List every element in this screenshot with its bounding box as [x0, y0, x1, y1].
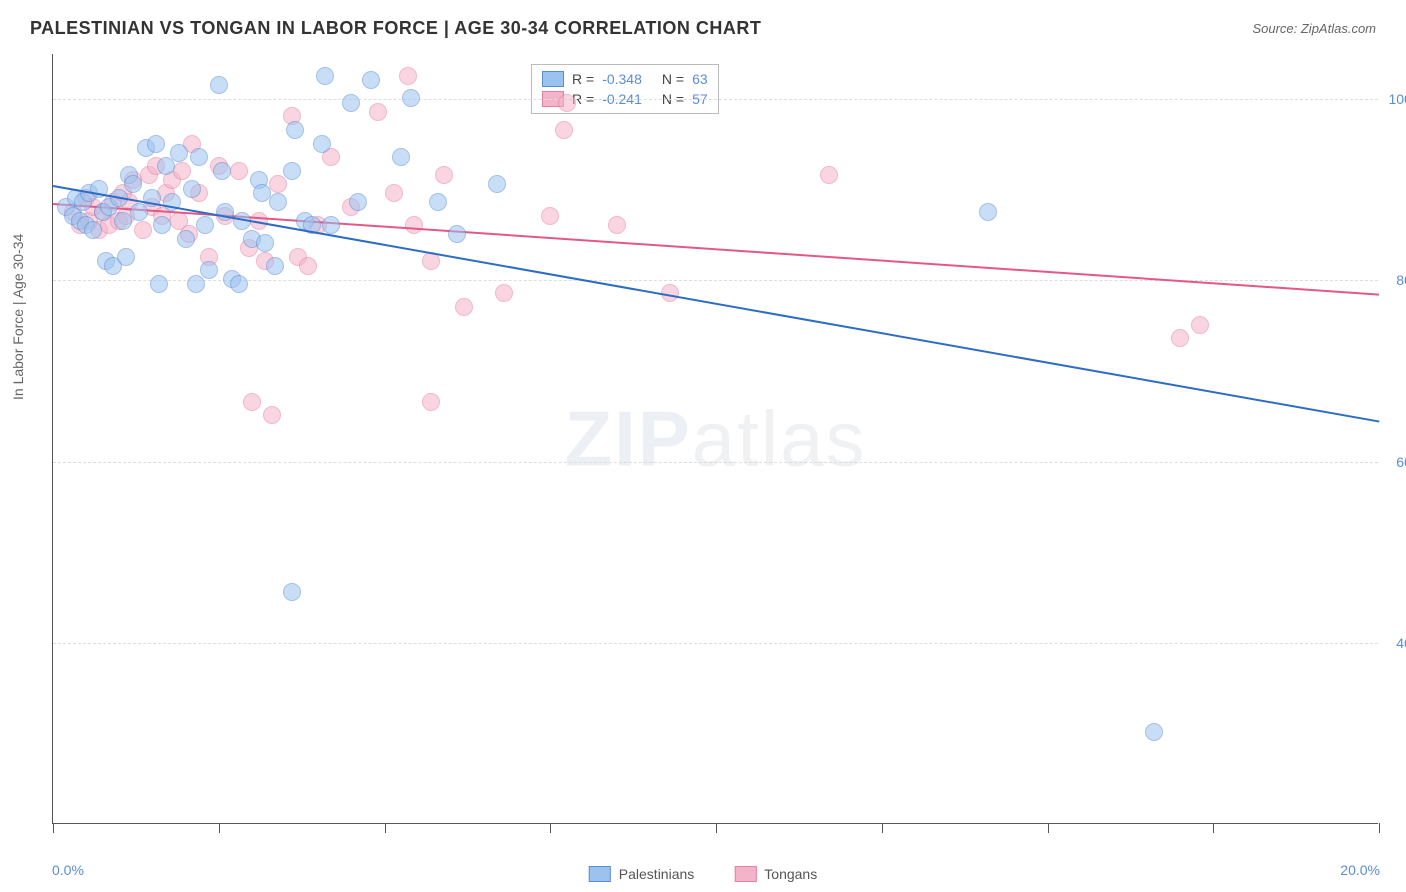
gridline-h	[53, 462, 1378, 463]
x-tick	[882, 823, 883, 833]
scatter-point	[190, 148, 208, 166]
scatter-point	[286, 121, 304, 139]
scatter-point	[283, 583, 301, 601]
scatter-point	[183, 180, 201, 198]
series-legend: Palestinians Tongans	[589, 866, 817, 882]
stat-n-palestinians: 63	[692, 71, 708, 87]
scatter-point	[316, 67, 334, 85]
scatter-point	[558, 94, 576, 112]
scatter-point	[256, 234, 274, 252]
scatter-point	[114, 212, 132, 230]
source-label: Source: ZipAtlas.com	[1252, 21, 1376, 36]
scatter-point	[369, 103, 387, 121]
legend-item-tongans: Tongans	[734, 866, 817, 882]
y-tick-label: 40.0%	[1396, 635, 1406, 651]
x-tick	[550, 823, 551, 833]
scatter-point	[299, 257, 317, 275]
scatter-point	[362, 71, 380, 89]
legend-label-palestinians: Palestinians	[619, 866, 695, 882]
scatter-point	[1145, 723, 1163, 741]
gridline-h	[53, 643, 1378, 644]
scatter-point	[117, 248, 135, 266]
scatter-point	[283, 162, 301, 180]
scatter-point	[429, 193, 447, 211]
scatter-point	[157, 157, 175, 175]
scatter-point	[177, 230, 195, 248]
x-tick	[1213, 823, 1214, 833]
scatter-chart: ZIPatlas R = -0.348 N = 63 R = -0.241 N …	[52, 54, 1378, 824]
chart-title: PALESTINIAN VS TONGAN IN LABOR FORCE | A…	[30, 18, 761, 39]
scatter-point	[173, 162, 191, 180]
x-tick	[1048, 823, 1049, 833]
scatter-point	[422, 393, 440, 411]
stat-r-palestinians: -0.348	[602, 71, 642, 87]
scatter-point	[1191, 316, 1209, 334]
scatter-point	[349, 193, 367, 211]
stats-row-palestinians: R = -0.348 N = 63	[542, 69, 708, 89]
x-tick	[385, 823, 386, 833]
scatter-point	[313, 135, 331, 153]
scatter-point	[979, 203, 997, 221]
scatter-point	[210, 76, 228, 94]
scatter-point	[230, 275, 248, 293]
scatter-point	[342, 94, 360, 112]
y-tick-label: 100.0%	[1389, 91, 1406, 107]
scatter-point	[1171, 329, 1189, 347]
scatter-point	[435, 166, 453, 184]
scatter-point	[196, 216, 214, 234]
scatter-point	[153, 216, 171, 234]
swatch-palestinians	[589, 866, 611, 882]
legend-label-tongans: Tongans	[764, 866, 817, 882]
scatter-point	[495, 284, 513, 302]
scatter-point	[266, 257, 284, 275]
scatter-point	[541, 207, 559, 225]
scatter-point	[820, 166, 838, 184]
scatter-point	[385, 184, 403, 202]
gridline-h	[53, 99, 1378, 100]
scatter-point	[405, 216, 423, 234]
scatter-point	[150, 275, 168, 293]
scatter-point	[253, 184, 271, 202]
x-tick	[716, 823, 717, 833]
scatter-point	[130, 203, 148, 221]
scatter-point	[399, 67, 417, 85]
scatter-point	[124, 175, 142, 193]
scatter-point	[200, 261, 218, 279]
y-tick-label: 80.0%	[1396, 272, 1406, 288]
scatter-point	[555, 121, 573, 139]
scatter-point	[488, 175, 506, 193]
x-tick-label-right: 20.0%	[1340, 862, 1380, 878]
legend-item-palestinians: Palestinians	[589, 866, 695, 882]
trend-line	[53, 185, 1379, 422]
stat-n-label: N =	[662, 71, 684, 87]
y-tick-label: 60.0%	[1396, 454, 1406, 470]
scatter-point	[134, 221, 152, 239]
scatter-point	[322, 216, 340, 234]
x-tick-label-left: 0.0%	[52, 862, 84, 878]
x-tick	[219, 823, 220, 833]
scatter-point	[608, 216, 626, 234]
x-tick	[53, 823, 54, 833]
watermark: ZIPatlas	[564, 393, 866, 484]
x-tick	[1379, 823, 1380, 833]
scatter-point	[84, 221, 102, 239]
swatch-tongans	[734, 866, 756, 882]
stat-r-label: R =	[572, 71, 594, 87]
scatter-point	[269, 175, 287, 193]
scatter-point	[243, 393, 261, 411]
scatter-point	[402, 89, 420, 107]
scatter-point	[448, 225, 466, 243]
swatch-palestinians	[542, 71, 564, 87]
scatter-point	[455, 298, 473, 316]
scatter-point	[269, 193, 287, 211]
scatter-point	[392, 148, 410, 166]
scatter-point	[170, 144, 188, 162]
scatter-point	[187, 275, 205, 293]
scatter-point	[230, 162, 248, 180]
y-axis-label: In Labor Force | Age 30-34	[10, 234, 26, 400]
scatter-point	[213, 162, 231, 180]
scatter-point	[263, 406, 281, 424]
scatter-point	[147, 135, 165, 153]
